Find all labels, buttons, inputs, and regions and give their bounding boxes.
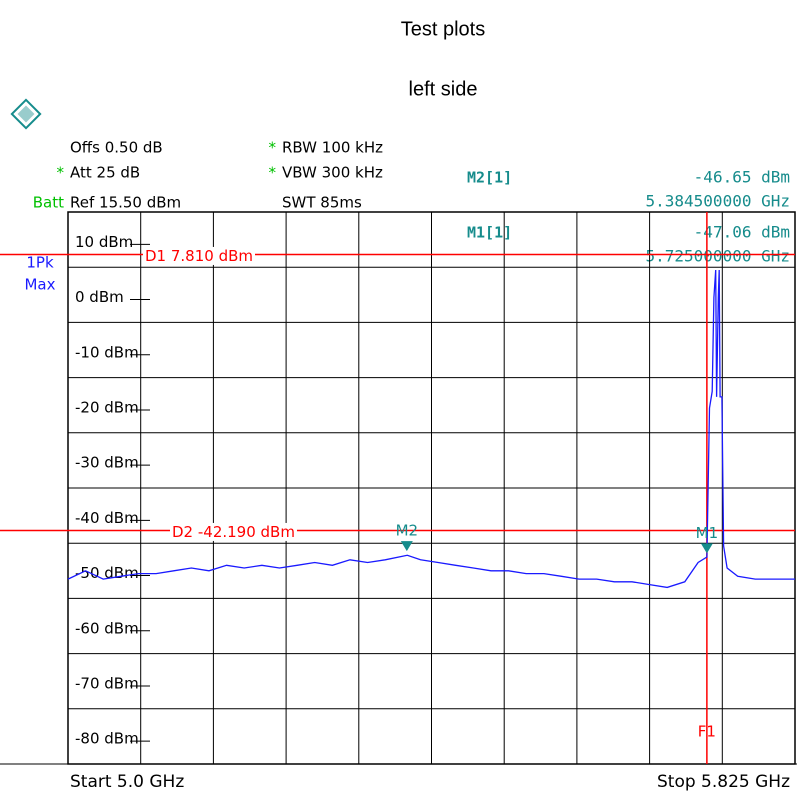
setting-mark: * [269,164,277,182]
trace [67,269,795,589]
footer-start: Start 5.0 GHz [70,772,184,792]
footer-stop: Stop 5.825 GHz [657,772,790,792]
setting-mark: * [57,164,65,182]
display-line-label: D1 7.810 dBm [145,247,253,265]
marker-label: M1 [696,524,719,542]
label-bg [143,246,255,265]
y-tick-label: -20 dBm [75,398,139,416]
marker [700,543,713,554]
setting: SWT 85ms [282,194,362,212]
y-tick-label: -70 dBm [75,674,139,692]
y-tick-label: -10 dBm [75,343,139,361]
readout-name: M1[1] [467,224,512,242]
y-tick-label: -40 dBm [75,509,139,527]
trace-info: 1Pk [26,254,54,272]
y-tick-label: -60 dBm [75,619,139,637]
display-line-label: D2 -42.190 dBm [172,523,295,541]
setting: Att 25 dB [70,164,140,182]
y-tick-label: 10 dBm [75,233,133,251]
setting-mark: * [269,139,277,157]
trace-info: Max [24,276,55,294]
setting: Ref 15.50 dBm [70,194,181,212]
readout-name: M2[1] [467,169,512,187]
setting: RBW 100 kHz [282,139,383,157]
y-tick-label: 0 dBm [75,288,124,306]
readout-freq: 5.725000000 GHz [646,247,791,266]
readout-level: -47.06 dBm [694,223,790,242]
y-tick-label: -80 dBm [75,730,139,748]
setting: Offs 0.50 dB [70,139,163,157]
setting-mark: Batt [33,194,64,212]
readout-freq: 5.384500000 GHz [646,192,791,211]
freq-line-label: F1 [698,723,716,741]
marker [400,541,413,552]
setting: VBW 300 kHz [282,164,383,182]
title: Test plots [401,18,485,40]
y-tick-label: -30 dBm [75,454,139,472]
y-tick-label: -50 dBm [75,564,139,582]
label-bg [170,522,297,541]
readout-level: -46.65 dBm [694,168,790,187]
subtitle: left side [409,78,478,100]
logo [10,98,42,130]
marker-label: M2 [396,522,419,540]
